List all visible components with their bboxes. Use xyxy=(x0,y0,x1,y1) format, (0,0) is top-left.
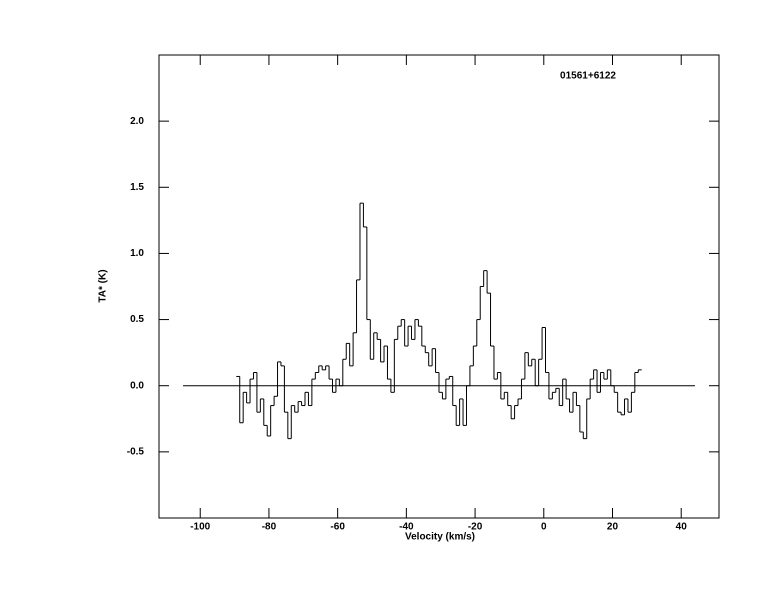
x-tick-label: -60 xyxy=(330,522,345,533)
x-tick-label: -20 xyxy=(468,522,483,533)
x-tick-label: 0 xyxy=(541,522,547,533)
chart-title: 01561+6122 xyxy=(560,71,616,82)
x-tick-label: 20 xyxy=(607,522,619,533)
x-tick-label: -80 xyxy=(262,522,277,533)
x-tick-label: 40 xyxy=(676,522,688,533)
y-tick-label: 0.0 xyxy=(130,380,144,391)
x-tick-label: -40 xyxy=(399,522,414,533)
y-tick-label: 0.5 xyxy=(130,314,144,325)
y-tick-label: -0.5 xyxy=(127,446,145,457)
x-axis-label: Velocity (km/s) xyxy=(405,532,475,543)
x-tick-label: -100 xyxy=(190,522,210,533)
y-tick-label: 1.5 xyxy=(130,182,144,193)
y-tick-label: 2.0 xyxy=(130,116,144,127)
plot-frame xyxy=(158,54,720,519)
y-tick-label: 1.0 xyxy=(130,248,144,259)
y-axis-label: TA* (K) xyxy=(98,269,109,302)
